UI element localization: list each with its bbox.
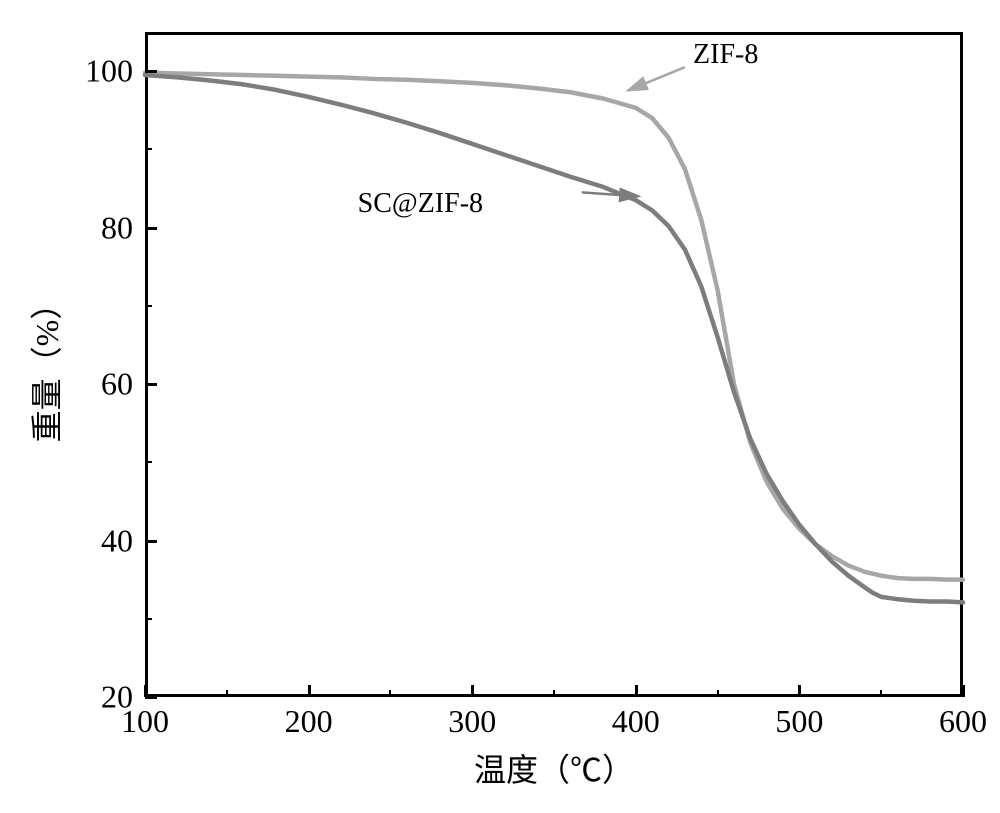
tga-chart: 10020030040050060020406080100温度（℃）重量（%）Z… — [0, 0, 1000, 813]
y-tick-label: 40 — [101, 522, 133, 559]
y-tick — [145, 383, 157, 386]
x-minor-tick — [389, 690, 391, 697]
x-tick-label: 300 — [448, 703, 496, 740]
x-axis-label: 温度（℃） — [474, 745, 634, 791]
y-minor-tick — [145, 618, 152, 620]
series-arrow-ZIF-8 — [628, 67, 685, 90]
series-label-SC@ZIF-8: SC@ZIF-8 — [358, 188, 483, 220]
x-tick — [962, 685, 965, 697]
y-tick-label: 60 — [101, 366, 133, 403]
x-minor-tick — [717, 690, 719, 697]
y-tick-label: 80 — [101, 209, 133, 246]
x-tick-label: 500 — [775, 703, 823, 740]
x-tick-label: 200 — [285, 703, 333, 740]
y-tick — [145, 70, 157, 73]
x-minor-tick — [880, 690, 882, 697]
series-label-ZIF-8: ZIF-8 — [693, 39, 758, 71]
y-minor-tick — [145, 148, 152, 150]
series-SC@ZIF-8 — [145, 75, 963, 602]
y-tick-label: 20 — [101, 679, 133, 716]
x-minor-tick — [226, 690, 228, 697]
y-tick-label: 100 — [85, 53, 133, 90]
y-tick — [145, 227, 157, 230]
x-minor-tick — [553, 690, 555, 697]
x-tick — [635, 685, 638, 697]
x-tick-label: 600 — [939, 703, 987, 740]
series-ZIF-8 — [145, 73, 963, 580]
y-tick — [145, 696, 157, 699]
x-tick — [471, 685, 474, 697]
x-tick-label: 400 — [612, 703, 660, 740]
x-tick — [308, 685, 311, 697]
y-tick — [145, 540, 157, 543]
plot-area — [145, 32, 963, 697]
y-minor-tick — [145, 461, 152, 463]
series-arrow-SC@ZIF-8 — [582, 192, 639, 196]
x-tick — [798, 685, 801, 697]
y-minor-tick — [145, 305, 152, 307]
line-series-svg — [145, 32, 963, 697]
y-axis-label: 重量（%） — [22, 287, 68, 442]
